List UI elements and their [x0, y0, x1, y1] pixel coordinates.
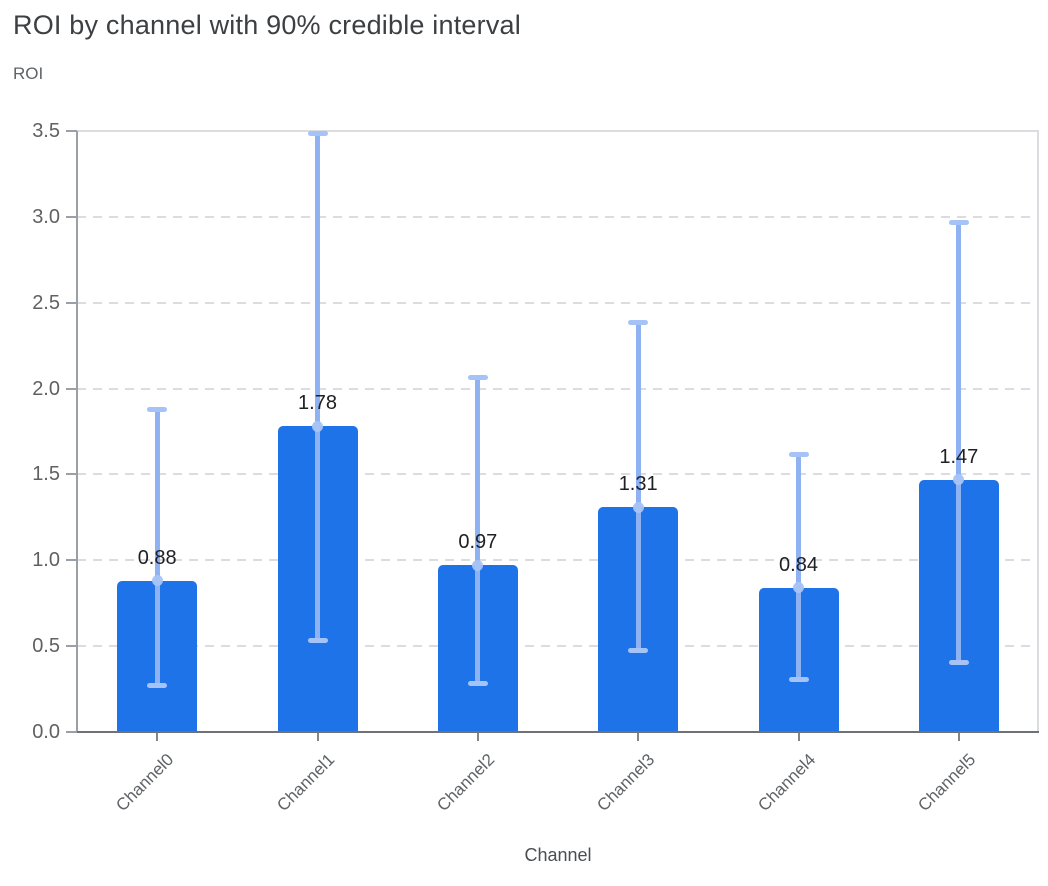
y-tick-label: 0.5: [32, 635, 60, 658]
y-tick-label: 2.5: [32, 291, 60, 314]
x-tick-label-Channel4: Channel4: [754, 750, 819, 815]
error-bar-line: [956, 222, 962, 664]
y-tick-mark: [66, 215, 77, 218]
error-bar-line: [635, 321, 641, 652]
error-bar-cap-top: [307, 130, 328, 136]
error-bar-cap-top: [628, 319, 649, 325]
x-tick-mark: [957, 733, 960, 741]
value-label: 0.88: [137, 546, 177, 569]
value-label: 1.31: [618, 473, 658, 496]
mean-marker: [793, 582, 804, 594]
mean-marker: [151, 575, 163, 587]
error-bar-cap-bottom: [788, 677, 809, 683]
gridline: [77, 473, 1039, 476]
x-axis-baseline: [77, 731, 1039, 733]
mean-marker: [312, 420, 323, 432]
chart-title: ROI by channel with 90% credible interva…: [13, 10, 521, 40]
gridline: [77, 301, 1039, 304]
value-label: 1.47: [939, 445, 979, 468]
plot-right-border: [1037, 131, 1039, 732]
error-bar-cap-top: [467, 374, 488, 380]
x-tick-label-Channel0: Channel0: [112, 750, 178, 815]
y-tick-mark: [66, 731, 77, 733]
error-bar-cap-bottom: [467, 680, 488, 686]
x-tick-mark: [156, 733, 159, 741]
error-bar-line: [315, 132, 320, 641]
error-bar-cap-bottom: [307, 637, 328, 643]
y-axis-line: [76, 131, 78, 732]
error-bar-cap-bottom: [948, 660, 969, 666]
x-tick-mark: [637, 733, 640, 741]
y-tick-label: 1.5: [32, 463, 60, 486]
value-label: 1.78: [298, 392, 337, 415]
value-label: 0.84: [779, 553, 818, 576]
gridline: [77, 559, 1039, 562]
x-tick-mark: [797, 733, 800, 741]
y-tick-mark: [66, 387, 77, 390]
mean-marker: [953, 474, 965, 486]
gridline: [77, 215, 1039, 218]
y-tick-mark: [66, 645, 77, 648]
gridline: [77, 645, 1039, 648]
error-bar-cap-bottom: [628, 648, 649, 654]
error-bar-cap-top: [788, 451, 809, 457]
x-tick-mark: [316, 733, 319, 741]
error-bar-cap-top: [948, 220, 969, 225]
x-tick-label-Channel1: Channel1: [273, 750, 338, 815]
error-bar-cap-top: [147, 407, 168, 413]
error-bar-line: [475, 376, 481, 684]
y-tick-label: 0.0: [32, 721, 60, 743]
value-label: 0.97: [458, 531, 498, 554]
mean-marker: [472, 559, 484, 571]
error-bar-line: [154, 409, 160, 686]
y-tick-label: 3.0: [32, 205, 60, 228]
error-bar-line: [796, 453, 801, 681]
y-tick-mark: [66, 473, 77, 476]
y-tick-mark: [66, 301, 77, 304]
x-tick-mark: [476, 733, 479, 741]
y-tick-label: 3.5: [32, 120, 60, 142]
gridline: [77, 387, 1039, 390]
y-tick-mark: [66, 130, 77, 132]
x-tick-label-Channel3: Channel3: [593, 750, 659, 815]
x-axis-title: Channel: [524, 845, 592, 865]
y-tick-mark: [66, 559, 77, 562]
error-bar-cap-bottom: [147, 682, 168, 688]
x-tick-label-Channel5: Channel5: [914, 750, 980, 815]
y-axis-title: ROI: [13, 64, 44, 83]
y-tick-label: 1.0: [32, 549, 60, 572]
mean-marker: [632, 501, 644, 513]
y-tick-label: 2.0: [32, 377, 60, 400]
gridline-top: [77, 130, 1039, 132]
x-tick-label-Channel2: Channel2: [433, 750, 499, 815]
